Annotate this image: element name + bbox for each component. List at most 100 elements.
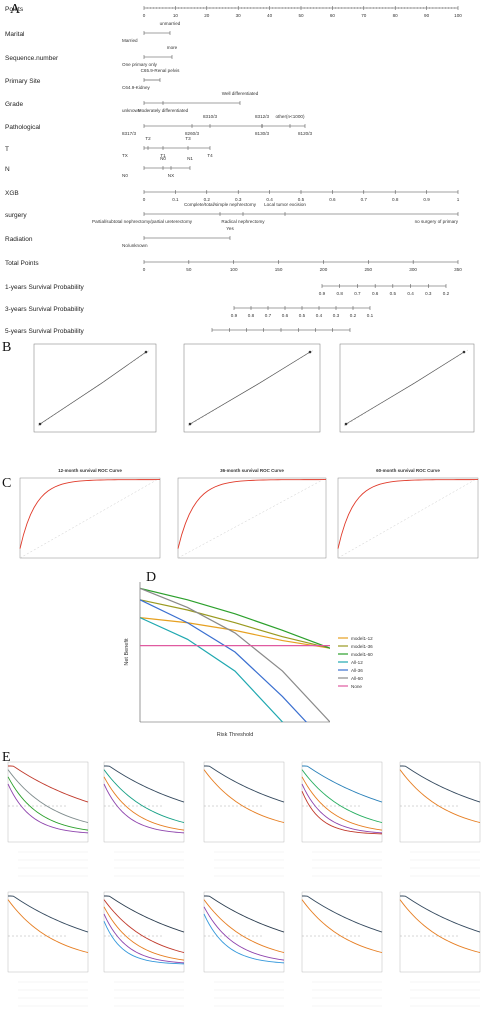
dca-legend-label: None xyxy=(351,684,362,689)
roc-frame xyxy=(19,477,161,559)
calibration-curve xyxy=(345,351,465,425)
nomogram-tick-label: 0.6 xyxy=(329,197,336,202)
nomogram-tick-label: 0.5 xyxy=(390,291,397,296)
roc-title: 36-month survival ROC Curve xyxy=(220,468,284,473)
km-curve xyxy=(301,769,383,823)
dca-svg: Risk Threshold Net Benefit model1-12 model1… xyxy=(124,582,373,738)
km-frame xyxy=(203,761,285,843)
km-curve xyxy=(8,895,89,933)
nomogram-item-label: C65.9-Renal pelvis xyxy=(141,68,181,73)
km-frame xyxy=(203,891,285,973)
dca-legend-label: All-36 xyxy=(351,668,363,673)
nomogram-tick-label: 0.4 xyxy=(266,197,273,202)
nomogram-row-label: T xyxy=(5,146,9,153)
nomogram-row-label: XGB xyxy=(5,190,19,197)
panel-label-e: E xyxy=(2,750,11,765)
nomogram-tick-label: 40 xyxy=(267,13,273,18)
km-curve xyxy=(103,906,185,961)
roc-panel: 12-month survival ROC Curve 36-month surv… xyxy=(0,462,487,562)
calibration-frame xyxy=(183,343,321,433)
nomogram-tick-label: 0.2 xyxy=(350,313,357,318)
km-curve xyxy=(104,895,185,933)
dca-series-line xyxy=(140,587,330,722)
calibration-frame xyxy=(33,343,157,433)
nomogram-item-label: unknown xyxy=(122,108,141,113)
nomogram-tick-label: 50 xyxy=(298,13,304,18)
nomogram-item-label: Moderately differentiated xyxy=(138,108,189,113)
nomogram-row-label: Marital xyxy=(5,31,25,38)
km-curve xyxy=(302,895,383,933)
nomogram-item-label: Married xyxy=(122,38,138,43)
km-svg xyxy=(7,761,481,1007)
km-curve xyxy=(103,899,185,953)
km-curve xyxy=(204,895,285,933)
nomogram-tick-label: 350 xyxy=(454,267,462,272)
nomogram-tick-label: 0 xyxy=(143,13,146,18)
nomogram-tick-label: 50 xyxy=(186,267,192,272)
nomogram-row-label: Sequence.number xyxy=(5,55,59,62)
nomogram-item-label: T3 xyxy=(185,136,191,141)
calibration-curve xyxy=(39,351,147,425)
km-curve xyxy=(7,783,89,834)
km-curve xyxy=(104,765,185,803)
nomogram-item-label: One primary only xyxy=(122,62,158,67)
nomogram-tick-label: 0.6 xyxy=(282,313,289,318)
dca-legend-label: All-60 xyxy=(351,676,363,681)
dca-series-line xyxy=(140,587,330,649)
nomogram-row-label: Radiation xyxy=(5,236,33,243)
km-curve xyxy=(301,776,383,831)
km-curve xyxy=(399,899,481,953)
nomogram-tick-label: 0.5 xyxy=(299,313,306,318)
calibration-point xyxy=(38,422,42,426)
km-curve xyxy=(8,765,89,803)
nomogram-tick-label: 100 xyxy=(454,13,462,18)
dca-series-line xyxy=(140,599,330,649)
nomogram-tick-label: 0.3 xyxy=(425,291,432,296)
panel-label-c: C xyxy=(2,476,12,491)
km-curve xyxy=(400,895,481,933)
km-curve xyxy=(301,791,383,835)
roc-frame xyxy=(337,477,479,559)
km-curve xyxy=(103,913,185,964)
nomogram-tick-label: 0.5 xyxy=(298,197,305,202)
nomogram-panel: Points 0 10 20 30 40 50 60 70 80 90 100 Marital unmar… xyxy=(0,0,487,335)
roc-svg: 12-month survival ROC Curve 36-month surv… xyxy=(19,468,479,559)
nomogram-item-label: other(n<1000) xyxy=(276,114,305,119)
nomogram-item-label: N0 xyxy=(160,156,166,161)
nomogram-tick-label: 0.7 xyxy=(361,197,368,202)
roc-curve xyxy=(19,479,161,549)
km-frame xyxy=(103,761,185,843)
km-curve xyxy=(203,769,285,823)
nomogram-tick-label: 0.1 xyxy=(172,197,179,202)
panel-label-a: A xyxy=(10,2,21,17)
km-curve xyxy=(103,776,185,831)
nomogram-row-label: Grade xyxy=(5,101,23,108)
dca-series-line xyxy=(140,599,308,722)
calibration-curve xyxy=(189,351,311,425)
calibration-frame xyxy=(339,343,475,433)
nomogram-tick-label: 0.7 xyxy=(265,313,272,318)
km-frame xyxy=(301,891,383,973)
km-curve xyxy=(7,769,89,823)
dca-legend-label: model1-12 xyxy=(351,636,373,641)
nomogram-item-label: 8317/3 xyxy=(122,131,136,136)
nomogram-item-label: Complete/total/simple nephrectomy xyxy=(184,202,257,207)
nomogram-tick-label: 150 xyxy=(275,267,283,272)
km-frame xyxy=(7,891,89,973)
nomogram-row-label: surgery xyxy=(5,212,27,219)
nomogram-item-label: 8310/3 xyxy=(203,114,217,119)
km-curve xyxy=(7,899,89,953)
nomogram-tick-label: 30 xyxy=(236,13,242,18)
nomogram-item-label: N1 xyxy=(187,156,193,161)
nomogram-item-label: T1 xyxy=(160,153,166,158)
km-curve xyxy=(203,913,285,964)
km-curve xyxy=(203,906,285,961)
dca-series-line xyxy=(140,617,330,649)
nomogram-tick-label: 0.3 xyxy=(235,197,242,202)
nomogram-tick-label: 0.1 xyxy=(367,313,374,318)
dca-legend-label: model1-36 xyxy=(351,644,373,649)
roc-title: 60-month survival ROC Curve xyxy=(376,468,440,473)
calibration-svg xyxy=(33,343,475,433)
roc-diagonal xyxy=(19,477,161,559)
nomogram-tick-label: 0.8 xyxy=(248,313,255,318)
